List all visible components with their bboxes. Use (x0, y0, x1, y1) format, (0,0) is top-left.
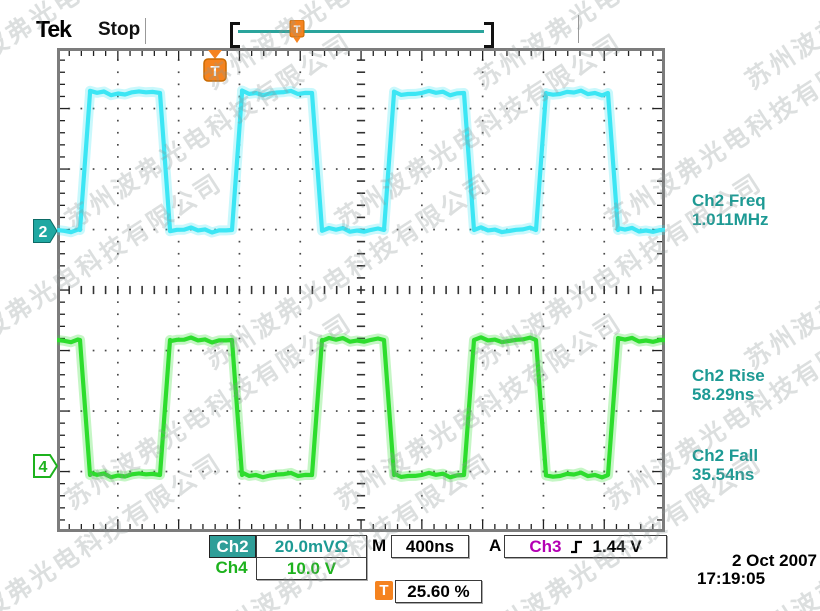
ch4-channel-badge[interactable]: Ch4 (215, 558, 248, 577)
trigger-position-marker-label: T (210, 63, 219, 80)
timebase-readout[interactable]: 400ns (391, 535, 469, 558)
record-window-line (238, 30, 484, 33)
record-trigger-flag-label: T (294, 24, 301, 36)
trigger-source: Ch3 (529, 537, 562, 556)
measurement-label: Ch2 Fall (692, 446, 759, 465)
measurement-ch2-rise: Ch2 Rise 58.29ns (692, 366, 819, 404)
trace-ch4 (57, 335, 665, 480)
date-label: 2 Oct 2007 (731, 551, 817, 570)
trigger-level: 1.44 V (592, 537, 642, 556)
rising-edge-icon (571, 540, 583, 553)
ch4-scale-readout[interactable]: 10.0 V (256, 557, 367, 580)
measurement-value: 35.54ns (692, 465, 755, 484)
trigger-prefix: A (489, 536, 502, 555)
window-bracket-right-icon (484, 22, 494, 48)
measurement-label: Ch2 Freq (692, 191, 766, 210)
watermark-text: 苏州波弗光电科技有限公司 (737, 0, 820, 97)
trigger-t-icon: T (375, 581, 393, 600)
record-end-tick (578, 15, 579, 43)
measurement-value: 1.011MHz (692, 210, 769, 229)
trace-ch2 (57, 88, 665, 235)
time-label: 17:19:05 (697, 569, 766, 588)
measurement-label: Ch2 Rise (692, 366, 765, 385)
graticule (57, 48, 665, 532)
trigger-position-readout[interactable]: 25.60 % (395, 580, 482, 603)
timebase-prefix: M (372, 536, 387, 555)
channel2-marker[interactable]: 2 (33, 219, 58, 243)
window-bracket-left-icon (230, 22, 240, 48)
trigger-readout[interactable]: Ch3 1.44 V (504, 535, 667, 558)
measurement-ch2-freq: Ch2 Freq 1.011MHz (692, 191, 819, 229)
tek-logo: Tek (36, 16, 72, 42)
channel4-marker-label: 4 (39, 459, 48, 476)
measurement-ch2-fall: Ch2 Fall 35.54ns (692, 446, 819, 484)
datetime-block: 2 Oct 2007 17:19:05 (697, 552, 817, 588)
record-start-tick (145, 18, 146, 44)
measurement-value: 58.29ns (692, 385, 755, 404)
ch2-channel-badge[interactable]: Ch2 (209, 535, 256, 558)
acquisition-status: Stop (98, 19, 141, 40)
trigger-position-marker-icon[interactable]: T (202, 50, 228, 84)
ch2-scale-readout[interactable]: 20.0mVΩ (256, 535, 367, 558)
record-trigger-flag-icon[interactable]: T (288, 20, 306, 46)
channel2-marker-label: 2 (39, 224, 48, 241)
channel4-marker[interactable]: 4 (33, 454, 58, 478)
